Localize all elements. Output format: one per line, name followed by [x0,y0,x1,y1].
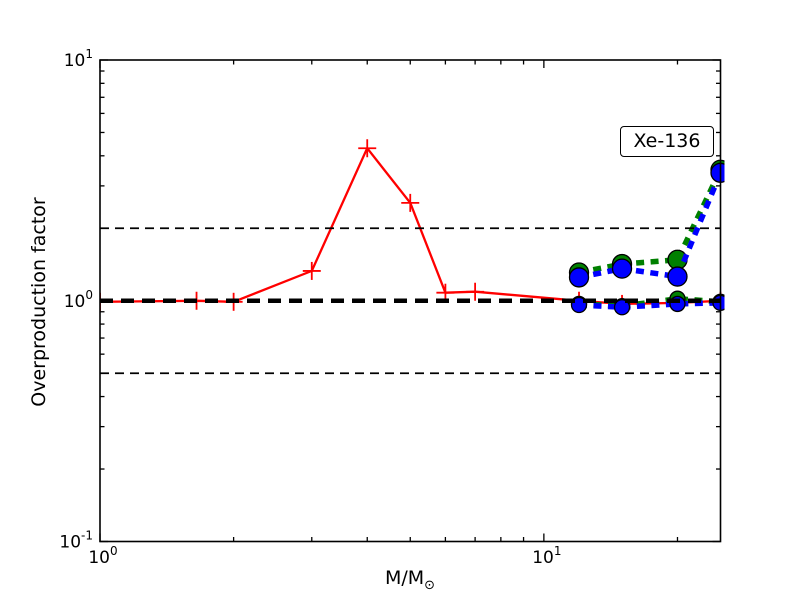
series-line [578,171,724,281]
x-axis-label-text: M/M [384,567,425,589]
series-line [578,300,721,310]
y-tick-label: 10-1 [59,529,93,553]
x-axis-label: M/M⊙ [310,564,510,593]
series-blue-dashed-lower [570,294,725,316]
y-tick-label: 100 [64,288,93,312]
x-tick-label: 101 [532,544,561,568]
series-green-dashed-upper [568,159,725,283]
y-tick-label: 101 [64,47,93,71]
data-point-circle [613,299,631,316]
series-red-solid-low-mass-models [99,139,725,313]
data-point-circle [568,267,590,288]
x-tick-label: 100 [88,544,117,568]
sun-symbol: ⊙ [424,578,436,593]
y-axis-label: Overproduction factor [28,197,50,407]
data-point-circle [667,266,688,287]
series-group [99,139,725,316]
data-point-circle [611,258,633,279]
reference-lines [100,227,721,375]
data-point-circle [570,296,588,314]
axis-ticks [99,59,721,543]
isotope-annotation: Xe-136 [620,126,714,157]
series-line [99,146,721,306]
series-line [578,168,723,276]
